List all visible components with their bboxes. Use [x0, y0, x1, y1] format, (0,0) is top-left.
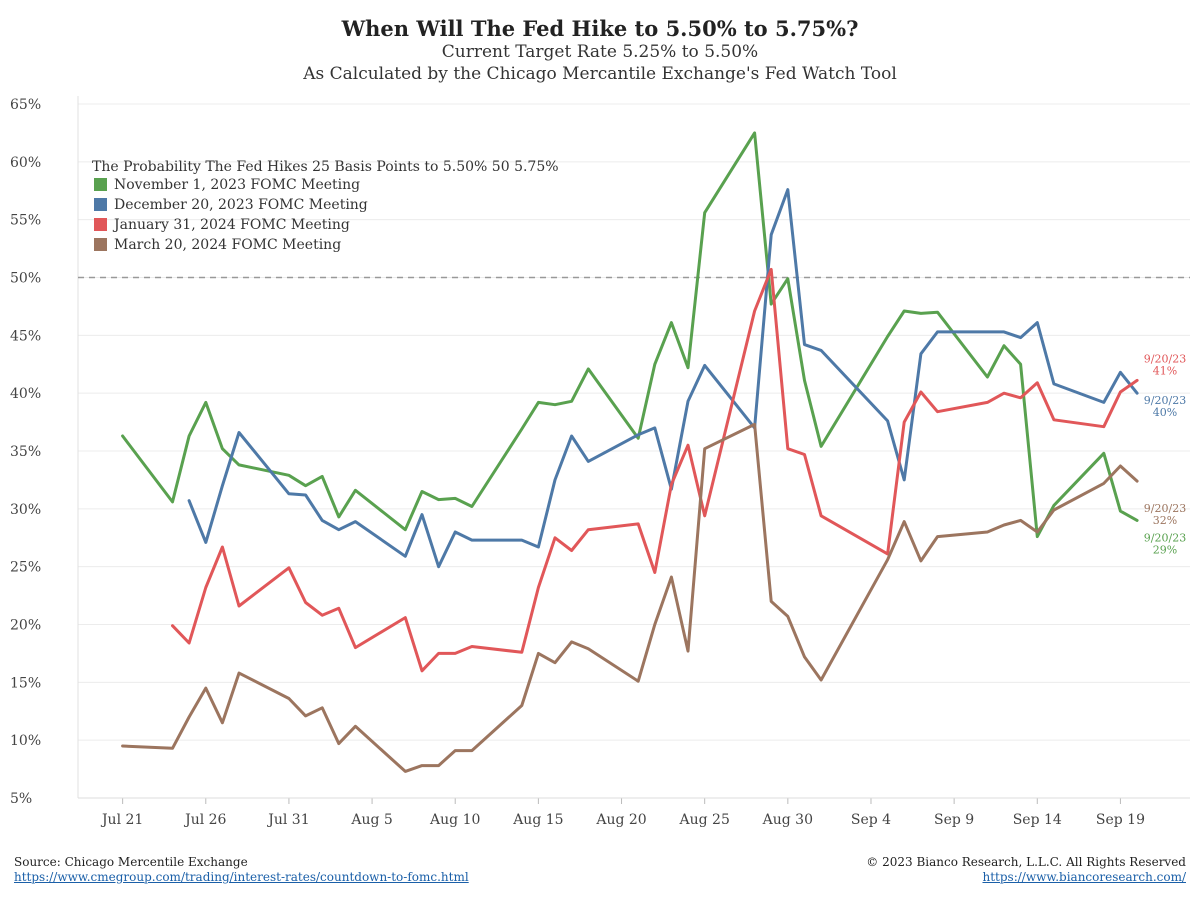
end-label-value: 32% [1153, 514, 1177, 527]
y-tick-label: 5% [10, 791, 32, 807]
legend: The Probability The Fed Hikes 25 Basis P… [92, 159, 559, 253]
chart-subtitle-2: As Calculated by the Chicago Mercantile … [303, 64, 897, 84]
y-tick-label: 65% [10, 97, 41, 113]
end-label-date: 9/20/23 [1144, 531, 1186, 544]
legend-title: The Probability The Fed Hikes 25 Basis P… [92, 159, 559, 175]
y-tick-label: 40% [10, 386, 41, 402]
chart-title: When Will The Fed Hike to 5.50% to 5.75%… [341, 16, 859, 41]
chart-subtitle: Current Target Rate 5.25% to 5.50% [441, 42, 759, 62]
y-tick-label: 35% [10, 444, 41, 460]
legend-swatch [94, 218, 107, 231]
y-tick-label: 30% [10, 502, 41, 518]
y-tick-label: 55% [10, 213, 41, 229]
y-tick-label: 60% [10, 155, 41, 171]
x-tick-label: Jul 21 [100, 812, 143, 828]
y-tick-label: 15% [10, 675, 41, 691]
end-label-date: 9/20/23 [1144, 502, 1186, 515]
legend-swatch [94, 238, 107, 251]
series-line [187, 188, 1139, 569]
x-tick-label: Sep 14 [1013, 812, 1062, 828]
end-label-value: 40% [1153, 406, 1177, 419]
grid [77, 96, 1190, 799]
end-label-date: 9/20/23 [1144, 352, 1186, 365]
legend-swatch [94, 178, 107, 191]
y-axis: 5% 10% 15% 20% 25% 30% 35% 40% 45% 50% 55% 60% 65% [10, 97, 41, 807]
y-tick-label: 45% [10, 328, 41, 344]
x-tick-label: Jul 26 [183, 812, 226, 828]
x-tick-label: Sep 19 [1096, 812, 1145, 828]
source-link[interactable]: https://www.cmegroup.com/trading/interes… [14, 870, 469, 884]
footer-copyright: © 2023 Bianco Research, L.L.C. All Right… [866, 855, 1186, 885]
y-tick-label: 20% [10, 618, 41, 634]
source-text: Source: Chicago Mercentile Exchange [14, 855, 248, 869]
site-link[interactable]: https://www.biancoresearch.com/ [982, 870, 1186, 884]
y-tick-label: 10% [10, 733, 41, 749]
x-tick-label: Aug 5 [350, 812, 392, 828]
series-line [171, 267, 1139, 673]
legend-label: March 20, 2024 FOMC Meeting [114, 237, 341, 253]
y-tick-label: 25% [10, 560, 41, 576]
legend-swatch [94, 198, 107, 211]
x-tick-label: Aug 20 [595, 812, 646, 828]
x-tick-label: Sep 4 [851, 812, 891, 828]
x-axis: Jul 21 Jul 26 Jul 31 Aug 5 Aug 10 Aug 15 Aug 2… [78, 797, 1190, 828]
copyright-text: © 2023 Bianco Research, L.L.C. All Right… [866, 855, 1186, 869]
end-label-value: 29% [1153, 543, 1177, 556]
footer-source: Source: Chicago Mercentile Exchange http… [14, 855, 469, 885]
series-line [121, 422, 1139, 773]
end-label-date: 9/20/23 [1144, 394, 1186, 407]
y-tick-label: 50% [10, 271, 41, 287]
x-tick-label: Aug 30 [762, 812, 813, 828]
legend-label: December 20, 2023 FOMC Meeting [114, 197, 368, 213]
legend-label: January 31, 2024 FOMC Meeting [112, 217, 350, 233]
end-label-value: 41% [1153, 364, 1177, 377]
x-tick-label: Aug 25 [679, 812, 730, 828]
x-tick-label: Sep 9 [934, 812, 974, 828]
series-line [121, 131, 1139, 539]
x-tick-label: Jul 31 [266, 812, 309, 828]
legend-label: November 1, 2023 FOMC Meeting [114, 177, 360, 193]
series-lines [121, 131, 1139, 773]
x-tick-label: Aug 10 [429, 812, 480, 828]
x-tick-label: Aug 15 [512, 812, 563, 828]
